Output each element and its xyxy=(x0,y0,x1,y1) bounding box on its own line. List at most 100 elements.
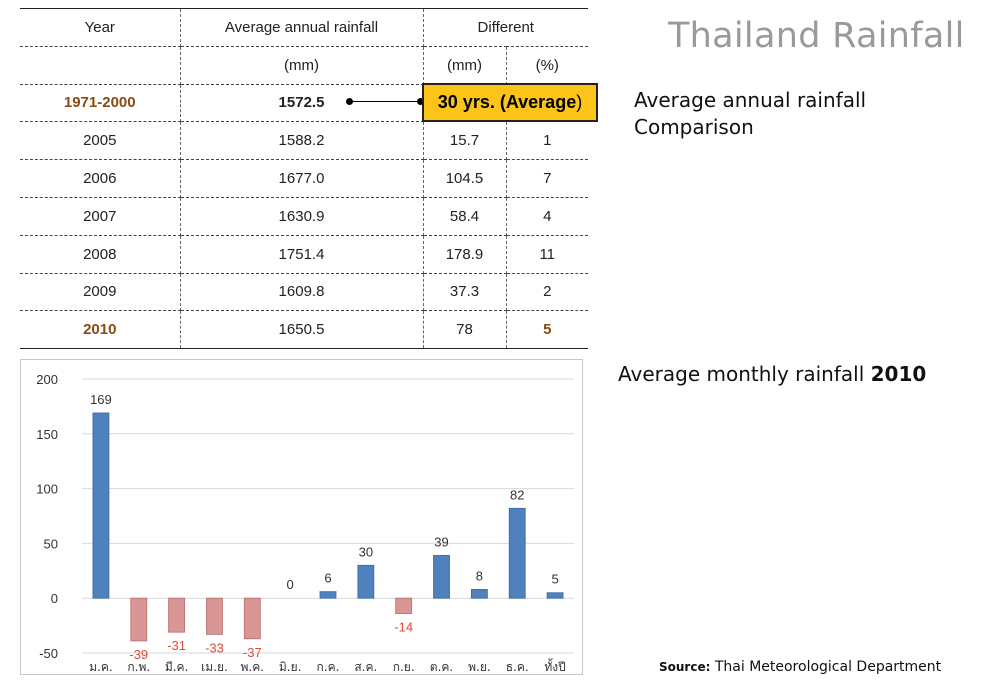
y-tick-label: 200 xyxy=(36,372,58,387)
monthly-heading-text: Average monthly rainfall xyxy=(618,362,871,386)
table-header-row: Year Average annual rainfall Different xyxy=(20,8,588,47)
data-label: 0 xyxy=(287,577,294,592)
y-tick-label: 150 xyxy=(36,427,58,442)
row-year: 2008 xyxy=(20,235,181,274)
unit-avg: (mm) xyxy=(180,46,424,85)
x-tick-label: มี.ค. xyxy=(165,660,189,674)
row-year: 2006 xyxy=(20,159,181,198)
x-tick-label: ส.ค. xyxy=(354,660,377,674)
callout-emph: Average xyxy=(505,92,577,112)
bar xyxy=(508,507,526,599)
bar xyxy=(546,592,564,599)
row-diff-pct: 4 xyxy=(506,197,588,236)
callout-close: ) xyxy=(576,92,583,112)
row-diff-mm: 15.7 xyxy=(423,121,507,161)
table-row: 2007 1630.9 58.4 4 xyxy=(20,197,588,236)
x-tick-label: ก.ย. xyxy=(393,660,415,674)
row-diff-mm: 37.3 xyxy=(423,273,507,312)
x-tick-label: ก.พ. xyxy=(127,660,150,674)
y-tick-label: 100 xyxy=(36,482,58,497)
source-text: Thai Meteorological Department xyxy=(710,659,942,675)
rainfall-table: Year Average annual rainfall Different (… xyxy=(20,8,588,350)
chart-svg: 200150100500-50169ม.ค.-39ก.พ.-31มี.ค.-33… xyxy=(36,372,574,674)
baseline-year: 1971-2000 xyxy=(20,84,181,123)
row-diff-mm: 178.9 xyxy=(423,235,507,274)
x-tick-label: ก.ค. xyxy=(317,660,340,674)
comparison-note: Average annual rainfall Comparison xyxy=(634,87,866,141)
table-row: 2008 1751.4 178.9 11 xyxy=(20,235,588,274)
bar xyxy=(433,555,450,599)
bar xyxy=(357,564,375,599)
callout-main: 30 yrs. ( xyxy=(437,92,506,112)
data-label: -31 xyxy=(167,638,186,653)
data-label: -37 xyxy=(243,645,262,660)
unit-mm: (mm) xyxy=(423,46,507,85)
data-label: 6 xyxy=(324,571,331,586)
row-value: 1588.2 xyxy=(180,121,424,161)
row-diff-pct: 7 xyxy=(506,159,588,198)
data-label: 5 xyxy=(551,572,558,587)
callout-connector xyxy=(346,98,424,105)
x-tick-label: ต.ค. xyxy=(430,660,453,674)
row-value: 1677.0 xyxy=(180,159,424,198)
header-average: Average annual rainfall xyxy=(180,8,424,47)
bar xyxy=(470,589,488,599)
monthly-heading-year: 2010 xyxy=(870,362,927,386)
row-value: 1650.5 xyxy=(180,310,424,350)
x-tick-label: ม.ค. xyxy=(89,660,113,674)
connector-dot xyxy=(417,98,424,105)
table-row: 2005 1588.2 15.7 1 xyxy=(20,121,588,161)
bar xyxy=(168,597,186,633)
comparison-line-1: Average annual rainfall xyxy=(634,88,867,112)
data-label: -39 xyxy=(129,647,148,662)
y-tick-label: 50 xyxy=(44,536,58,551)
row-diff-pct: 5 xyxy=(506,310,588,350)
x-tick-label: พ.ค. xyxy=(241,660,265,674)
row-year: 2009 xyxy=(20,273,181,312)
y-tick-label: -50 xyxy=(39,646,58,661)
row-diff-pct: 2 xyxy=(506,273,588,312)
data-label: 39 xyxy=(434,534,448,549)
x-tick-label: ธ.ค. xyxy=(506,660,529,674)
bar xyxy=(243,597,261,640)
data-label: -33 xyxy=(205,640,224,655)
bar xyxy=(395,597,413,614)
x-tick-label: พ.ย. xyxy=(468,660,491,674)
row-value: 1630.9 xyxy=(180,197,424,236)
x-tick-label: ทั้งปี xyxy=(544,658,565,674)
row-year: 2005 xyxy=(20,121,181,161)
row-diff-pct: 1 xyxy=(506,121,588,161)
row-year: 2010 xyxy=(20,310,181,350)
bar xyxy=(319,591,337,599)
unit-pct: (%) xyxy=(506,46,588,85)
connector-dot xyxy=(346,98,353,105)
row-value: 1609.8 xyxy=(180,273,424,312)
row-diff-mm: 78 xyxy=(423,310,507,350)
header-different: Different xyxy=(423,8,588,47)
x-tick-label: เม.ย. xyxy=(201,660,228,674)
table-row: 2006 1677.0 104.5 7 xyxy=(20,159,588,198)
monthly-rainfall-chart: 200 150 100 50 0 -50 169 ม.ค. -39 ก.พ. -31 มี.ค. -33… xyxy=(20,359,583,675)
page-title: Thailand Rainfall xyxy=(668,16,965,56)
y-tick-label: 0 xyxy=(51,591,58,606)
x-tick-label: มิ.ย. xyxy=(279,660,302,674)
row-diff-mm: 104.5 xyxy=(423,159,507,198)
monthly-heading: Average monthly rainfall 2010 xyxy=(618,362,926,386)
baseline-value: 1572.5 xyxy=(180,84,424,123)
comparison-line-2: Comparison xyxy=(634,115,754,139)
row-diff-mm: 58.4 xyxy=(423,197,507,236)
data-label: 169 xyxy=(90,392,112,407)
data-label: 8 xyxy=(476,568,483,583)
source-label: Source: xyxy=(659,660,711,674)
average-callout: 30 yrs. (Average) xyxy=(422,83,598,122)
data-label: 82 xyxy=(510,487,524,502)
bar xyxy=(206,597,223,635)
table-unit-row: (mm) (mm) (%) xyxy=(20,46,588,85)
header-year: Year xyxy=(20,8,181,47)
source-line: Source: Thai Meteorological Department xyxy=(659,659,941,675)
row-diff-pct: 11 xyxy=(506,235,588,274)
row-year: 2007 xyxy=(20,197,181,236)
table-row: 2010 1650.5 78 5 xyxy=(20,310,588,350)
data-label: -14 xyxy=(394,620,413,635)
table-row: 2009 1609.8 37.3 2 xyxy=(20,273,588,312)
